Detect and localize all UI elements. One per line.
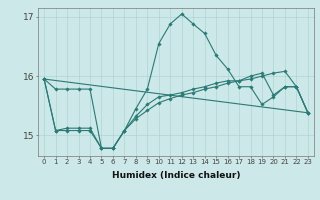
X-axis label: Humidex (Indice chaleur): Humidex (Indice chaleur) (112, 171, 240, 180)
